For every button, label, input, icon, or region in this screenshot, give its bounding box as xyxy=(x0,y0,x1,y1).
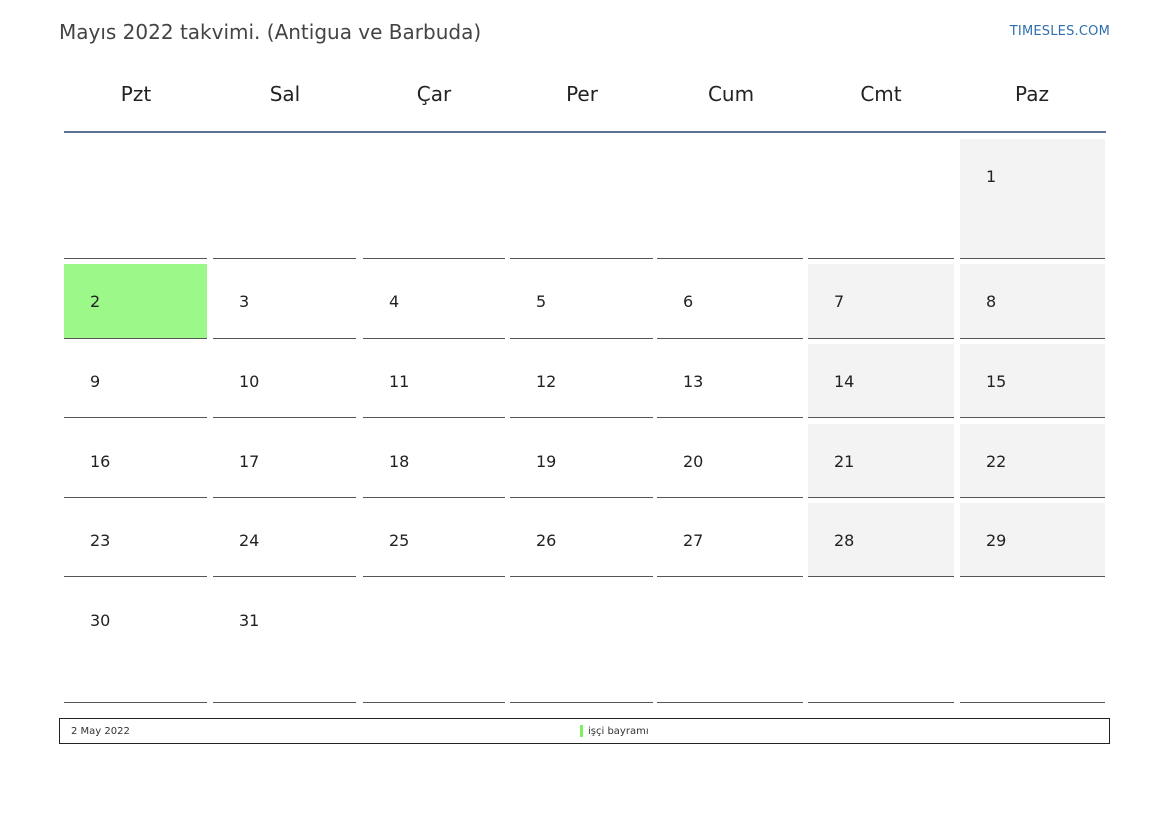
calendar-day: 22 xyxy=(960,424,1105,498)
calendar-day: 15 xyxy=(960,344,1105,418)
day-number: 20 xyxy=(683,452,704,471)
calendar-day: 17 xyxy=(213,424,356,498)
calendar-day-holiday: 2 xyxy=(64,264,207,339)
calendar-day: 20 xyxy=(657,424,803,498)
calendar-day: 30 xyxy=(64,583,207,703)
calendar-day: 27 xyxy=(657,503,803,577)
day-number: 18 xyxy=(389,452,410,471)
calendar-day xyxy=(657,583,803,703)
calendar-day: 26 xyxy=(510,503,653,577)
day-number: 17 xyxy=(239,452,260,471)
calendar-day: 14 xyxy=(808,344,954,418)
day-number: 28 xyxy=(834,531,855,550)
calendar-day xyxy=(363,583,505,703)
calendar-day: 16 xyxy=(64,424,207,498)
calendar-day xyxy=(64,139,207,259)
day-number: 16 xyxy=(90,452,111,471)
weekday-label: Sal xyxy=(269,82,301,106)
calendar-day xyxy=(960,583,1105,703)
calendar-day xyxy=(363,139,505,259)
day-number: 27 xyxy=(683,531,704,550)
calendar-day xyxy=(510,583,653,703)
weekday-label: Cmt xyxy=(860,82,902,106)
day-number: 23 xyxy=(90,531,111,550)
legend-color-swatch xyxy=(580,725,583,737)
day-number: 6 xyxy=(683,292,694,311)
legend-label: işçi bayramı xyxy=(588,726,649,737)
weekday-label: Cum xyxy=(707,82,755,106)
calendar-day xyxy=(213,139,356,259)
day-number: 13 xyxy=(683,372,704,391)
calendar-day: 25 xyxy=(363,503,505,577)
day-number: 7 xyxy=(834,292,845,311)
legend-date: 2 May 2022 xyxy=(71,726,130,737)
calendar-day: 23 xyxy=(64,503,207,577)
calendar-day: 4 xyxy=(363,264,505,339)
day-number: 15 xyxy=(986,372,1007,391)
day-number: 2 xyxy=(90,292,101,311)
day-number: 14 xyxy=(834,372,855,391)
day-number: 4 xyxy=(389,292,400,311)
brand-link[interactable]: TIMESLES.COM xyxy=(1009,24,1110,39)
calendar-day: 13 xyxy=(657,344,803,418)
weekday-label: Çar xyxy=(416,82,452,106)
day-number: 3 xyxy=(239,292,250,311)
calendar-day: 6 xyxy=(657,264,803,339)
calendar-day: 18 xyxy=(363,424,505,498)
day-number: 9 xyxy=(90,372,101,391)
day-number: 12 xyxy=(536,372,557,391)
header-divider xyxy=(64,131,1106,133)
day-number: 21 xyxy=(834,452,855,471)
calendar-day: 10 xyxy=(213,344,356,418)
calendar-day: 29 xyxy=(960,503,1105,577)
calendar-day: 8 xyxy=(960,264,1105,339)
calendar-day: 21 xyxy=(808,424,954,498)
calendar-day: 31 xyxy=(213,583,356,703)
calendar-day: 28 xyxy=(808,503,954,577)
page-title: Mayıs 2022 takvimi. (Antigua ve Barbuda) xyxy=(59,20,482,44)
calendar-day xyxy=(510,139,653,259)
calendar-day: 12 xyxy=(510,344,653,418)
calendar-day: 3 xyxy=(213,264,356,339)
calendar-day: 19 xyxy=(510,424,653,498)
day-number: 22 xyxy=(986,452,1007,471)
calendar-day: 1 xyxy=(960,139,1105,259)
calendar-day: 7 xyxy=(808,264,954,339)
day-number: 24 xyxy=(239,531,260,550)
calendar-day xyxy=(657,139,803,259)
day-number: 30 xyxy=(90,611,111,630)
day-number: 8 xyxy=(986,292,997,311)
day-number: 31 xyxy=(239,611,260,630)
calendar-day: 9 xyxy=(64,344,207,418)
calendar-day: 11 xyxy=(363,344,505,418)
day-number: 11 xyxy=(389,372,410,391)
calendar-day: 24 xyxy=(213,503,356,577)
holiday-legend: 2 May 2022 işçi bayramı xyxy=(59,718,1110,744)
weekday-label: Per xyxy=(566,82,598,106)
weekday-header: Pzt Sal Çar Per Cum Cmt Paz xyxy=(0,82,1169,116)
calendar-day xyxy=(808,583,954,703)
calendar-day: 5 xyxy=(510,264,653,339)
calendar-day xyxy=(808,139,954,259)
day-number: 5 xyxy=(536,292,547,311)
day-number: 19 xyxy=(536,452,557,471)
weekday-label: Pzt xyxy=(120,82,152,106)
day-number: 1 xyxy=(986,167,997,186)
day-number: 29 xyxy=(986,531,1007,550)
day-number: 10 xyxy=(239,372,260,391)
weekday-label: Paz xyxy=(1015,82,1049,106)
day-number: 26 xyxy=(536,531,557,550)
day-number: 25 xyxy=(389,531,410,550)
